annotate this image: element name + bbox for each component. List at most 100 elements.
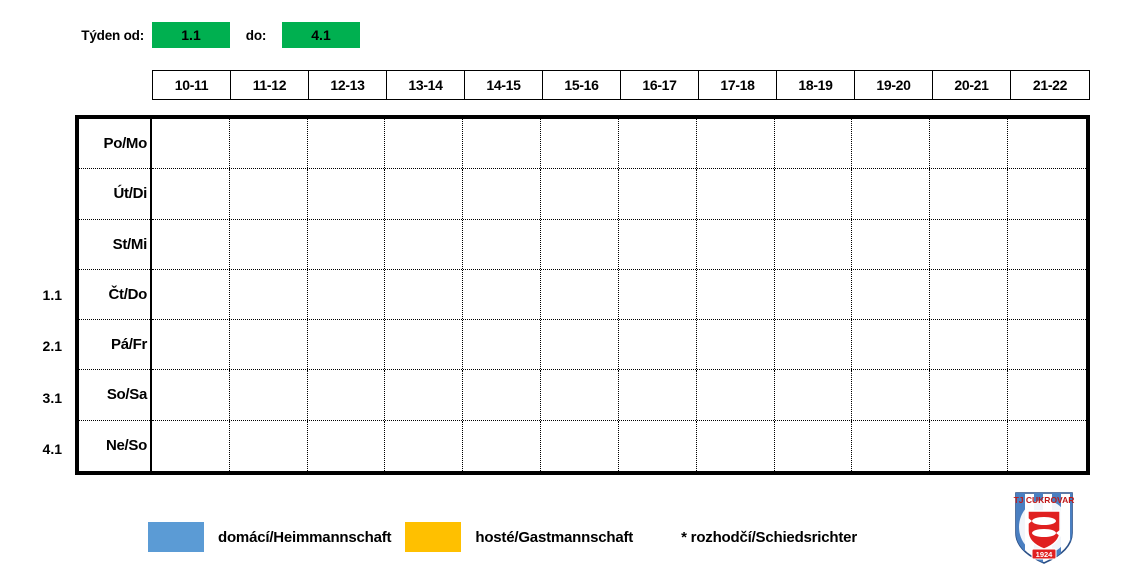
day-label-čt: Čt/Do [79, 270, 150, 321]
schedule-row [152, 370, 1086, 421]
schedule-cell[interactable] [930, 219, 1009, 269]
schedule-cell[interactable] [308, 119, 386, 169]
schedule-cell[interactable] [541, 320, 619, 370]
schedule-cell[interactable] [308, 169, 386, 219]
schedule-cell[interactable] [1008, 421, 1086, 471]
schedule-cell[interactable] [541, 420, 619, 471]
schedule-cell[interactable] [930, 370, 1009, 420]
schedule-cell[interactable] [230, 169, 308, 219]
schedule-cell[interactable] [1008, 370, 1086, 419]
schedule-cell[interactable] [308, 420, 386, 471]
schedule-cell[interactable] [852, 420, 931, 471]
schedule-cell[interactable] [852, 169, 931, 219]
schedule-cell[interactable] [541, 219, 619, 269]
schedule-cell[interactable] [930, 269, 1009, 320]
schedule-cell[interactable] [1008, 220, 1086, 269]
schedule-grid[interactable] [152, 115, 1090, 475]
day-label-so: So/Sa [79, 370, 150, 421]
week-to-label: do: [245, 27, 267, 43]
schedule-cell[interactable] [152, 420, 230, 471]
schedule-cell[interactable] [308, 269, 386, 320]
schedule-cell[interactable] [541, 119, 619, 169]
schedule-cell[interactable] [463, 169, 542, 219]
schedule-cell[interactable] [619, 269, 697, 320]
schedule-cell[interactable] [775, 320, 853, 370]
schedule-cell[interactable] [619, 420, 697, 471]
time-slot-header-cell: 13-14 [387, 71, 465, 99]
schedule-cell[interactable] [697, 219, 775, 269]
schedule-cell[interactable] [385, 269, 464, 320]
schedule-cell[interactable] [385, 169, 464, 219]
schedule-cell[interactable] [541, 370, 619, 420]
schedule-cell[interactable] [619, 320, 697, 370]
schedule-cell[interactable] [697, 420, 775, 471]
schedule-cell[interactable] [152, 119, 230, 169]
schedule-cell[interactable] [541, 169, 619, 219]
schedule-cell[interactable] [152, 370, 230, 420]
schedule-cell[interactable] [852, 269, 931, 320]
time-slot-header-cell: 21-22 [1032, 77, 1068, 93]
schedule-cell[interactable] [619, 119, 697, 169]
schedule-cell[interactable] [775, 219, 853, 269]
schedule-cell[interactable] [697, 119, 775, 169]
schedule-cell[interactable] [852, 370, 931, 420]
schedule-cell[interactable] [1008, 119, 1086, 168]
schedule-cell[interactable] [697, 320, 775, 370]
schedule-cell[interactable] [930, 320, 1009, 370]
schedule-cell[interactable] [852, 219, 931, 269]
schedule-cell[interactable] [230, 420, 308, 471]
time-slot-header-cell: 19-20 [855, 71, 933, 99]
schedule-cell[interactable] [852, 119, 931, 169]
schedule-cell[interactable] [385, 370, 464, 420]
schedule-cell[interactable] [463, 119, 542, 169]
schedule-cell[interactable] [541, 269, 619, 320]
week-to-value[interactable]: 4.1 [282, 22, 360, 48]
day-label-ne: Ne/So [105, 437, 147, 455]
schedule-cell[interactable] [1008, 320, 1086, 369]
day-label-st: St/Mi [79, 220, 150, 270]
schedule-cell[interactable] [619, 169, 697, 219]
schedule-cell[interactable] [152, 269, 230, 320]
row-date-label [0, 218, 75, 269]
schedule-cell[interactable] [308, 219, 386, 269]
schedule-cell[interactable] [230, 370, 308, 420]
time-slot-header-cell: 15-16 [543, 71, 621, 99]
schedule-cell[interactable] [385, 219, 464, 269]
schedule-cell[interactable] [152, 169, 230, 219]
schedule-cell[interactable] [930, 420, 1009, 471]
schedule-cell[interactable] [1008, 169, 1086, 218]
schedule-cell[interactable] [852, 320, 931, 370]
schedule-cell[interactable] [697, 269, 775, 320]
schedule-cell[interactable] [230, 269, 308, 320]
schedule-cell[interactable] [619, 219, 697, 269]
schedule-cell[interactable] [230, 219, 308, 269]
schedule-cell[interactable] [697, 169, 775, 219]
schedule-cell[interactable] [775, 269, 853, 320]
schedule-cell[interactable] [385, 119, 464, 169]
week-from-value[interactable]: 1.1 [152, 22, 230, 48]
schedule-cell[interactable] [463, 219, 542, 269]
schedule-cell[interactable] [463, 420, 542, 471]
schedule-cell[interactable] [619, 370, 697, 420]
schedule-cell[interactable] [230, 320, 308, 370]
schedule-cell[interactable] [775, 169, 853, 219]
crest-name-text: TJ CUKROVAR [1014, 495, 1075, 505]
schedule-cell[interactable] [775, 420, 853, 471]
schedule-cell[interactable] [385, 320, 464, 370]
schedule-cell[interactable] [930, 169, 1009, 219]
schedule-cell[interactable] [697, 370, 775, 420]
schedule-cell[interactable] [775, 119, 853, 169]
schedule-cell[interactable] [775, 370, 853, 420]
schedule-cell[interactable] [152, 219, 230, 269]
schedule-cell[interactable] [308, 370, 386, 420]
legend: domácí/Heimmannschaft hosté/Gastmannscha… [148, 521, 857, 553]
schedule-cell[interactable] [152, 320, 230, 370]
schedule-cell[interactable] [230, 119, 308, 169]
schedule-cell[interactable] [463, 320, 542, 370]
schedule-cell[interactable] [385, 420, 464, 471]
schedule-cell[interactable] [308, 320, 386, 370]
schedule-cell[interactable] [463, 370, 542, 420]
schedule-cell[interactable] [1008, 270, 1086, 319]
schedule-cell[interactable] [463, 269, 542, 320]
schedule-cell[interactable] [930, 119, 1009, 169]
